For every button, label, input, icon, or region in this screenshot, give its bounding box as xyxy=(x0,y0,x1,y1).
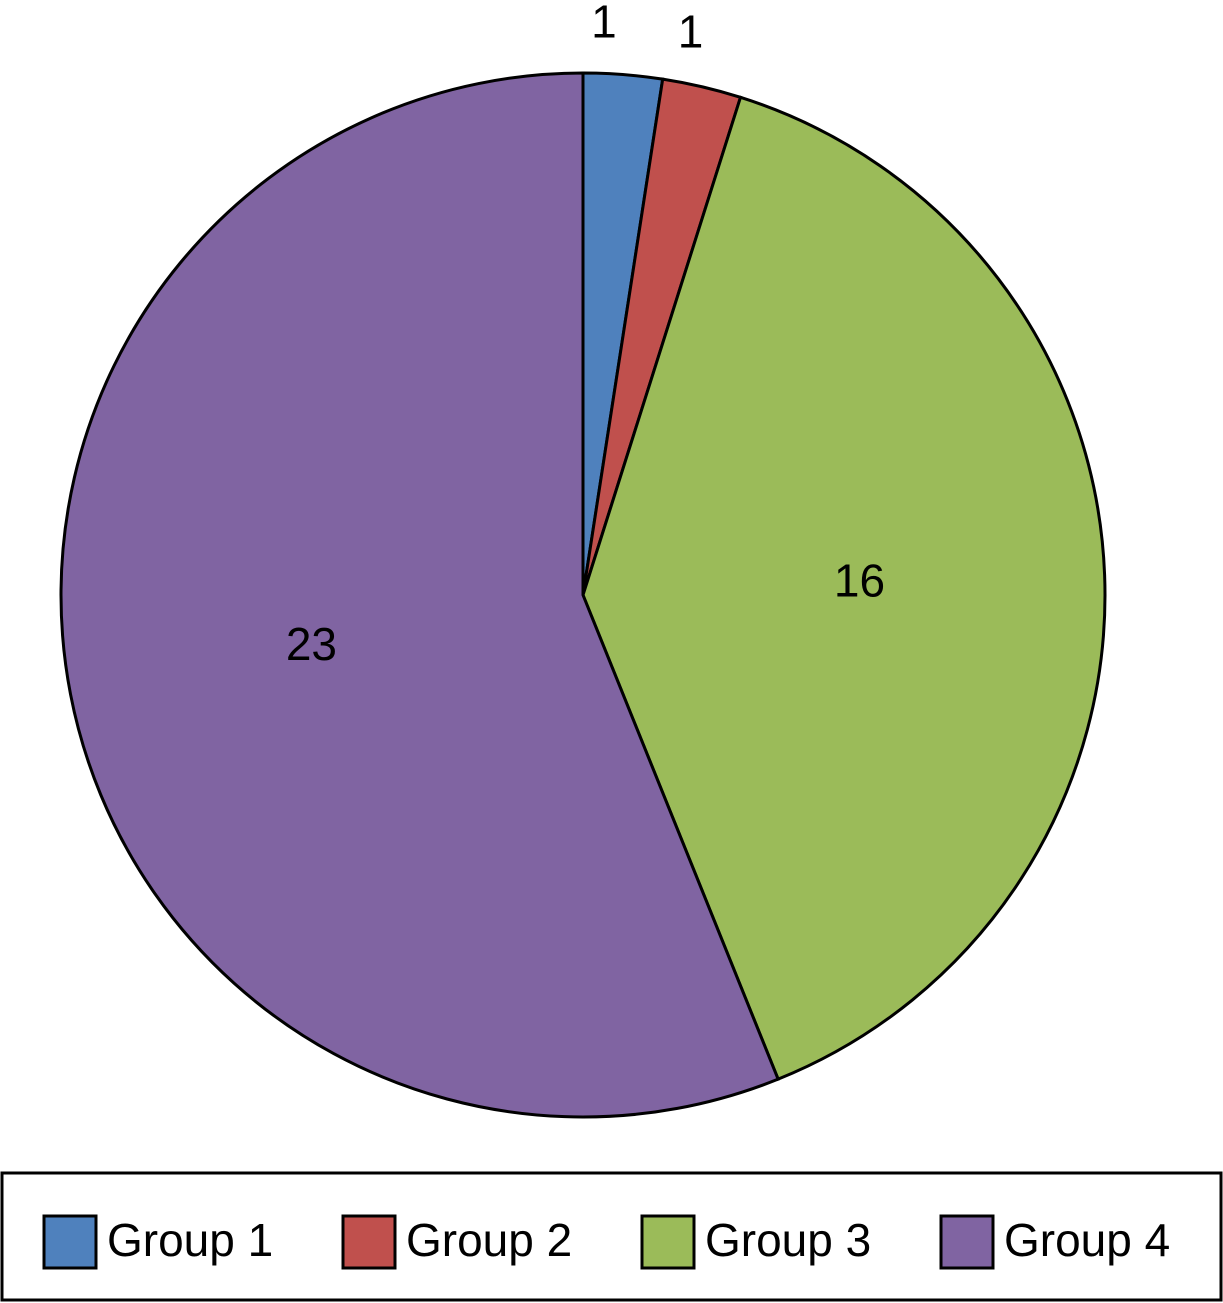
legend-label: Group 3 xyxy=(705,1214,871,1266)
pie-slice xyxy=(581,95,1107,1082)
legend-label: Group 4 xyxy=(1004,1214,1170,1266)
data-label: 1 xyxy=(591,0,617,48)
legend-swatch xyxy=(640,1214,696,1270)
data-label: 16 xyxy=(834,555,885,607)
legend-box xyxy=(0,1171,1223,1302)
data-label: 1 xyxy=(678,5,704,57)
legend-swatch xyxy=(42,1214,98,1270)
legend-swatch xyxy=(939,1214,995,1270)
pie-slice xyxy=(59,71,781,1119)
legend-swatch xyxy=(341,1214,397,1270)
data-label: 23 xyxy=(286,618,337,670)
legend-label: Group 2 xyxy=(406,1214,572,1266)
legend-label: Group 1 xyxy=(107,1214,273,1266)
